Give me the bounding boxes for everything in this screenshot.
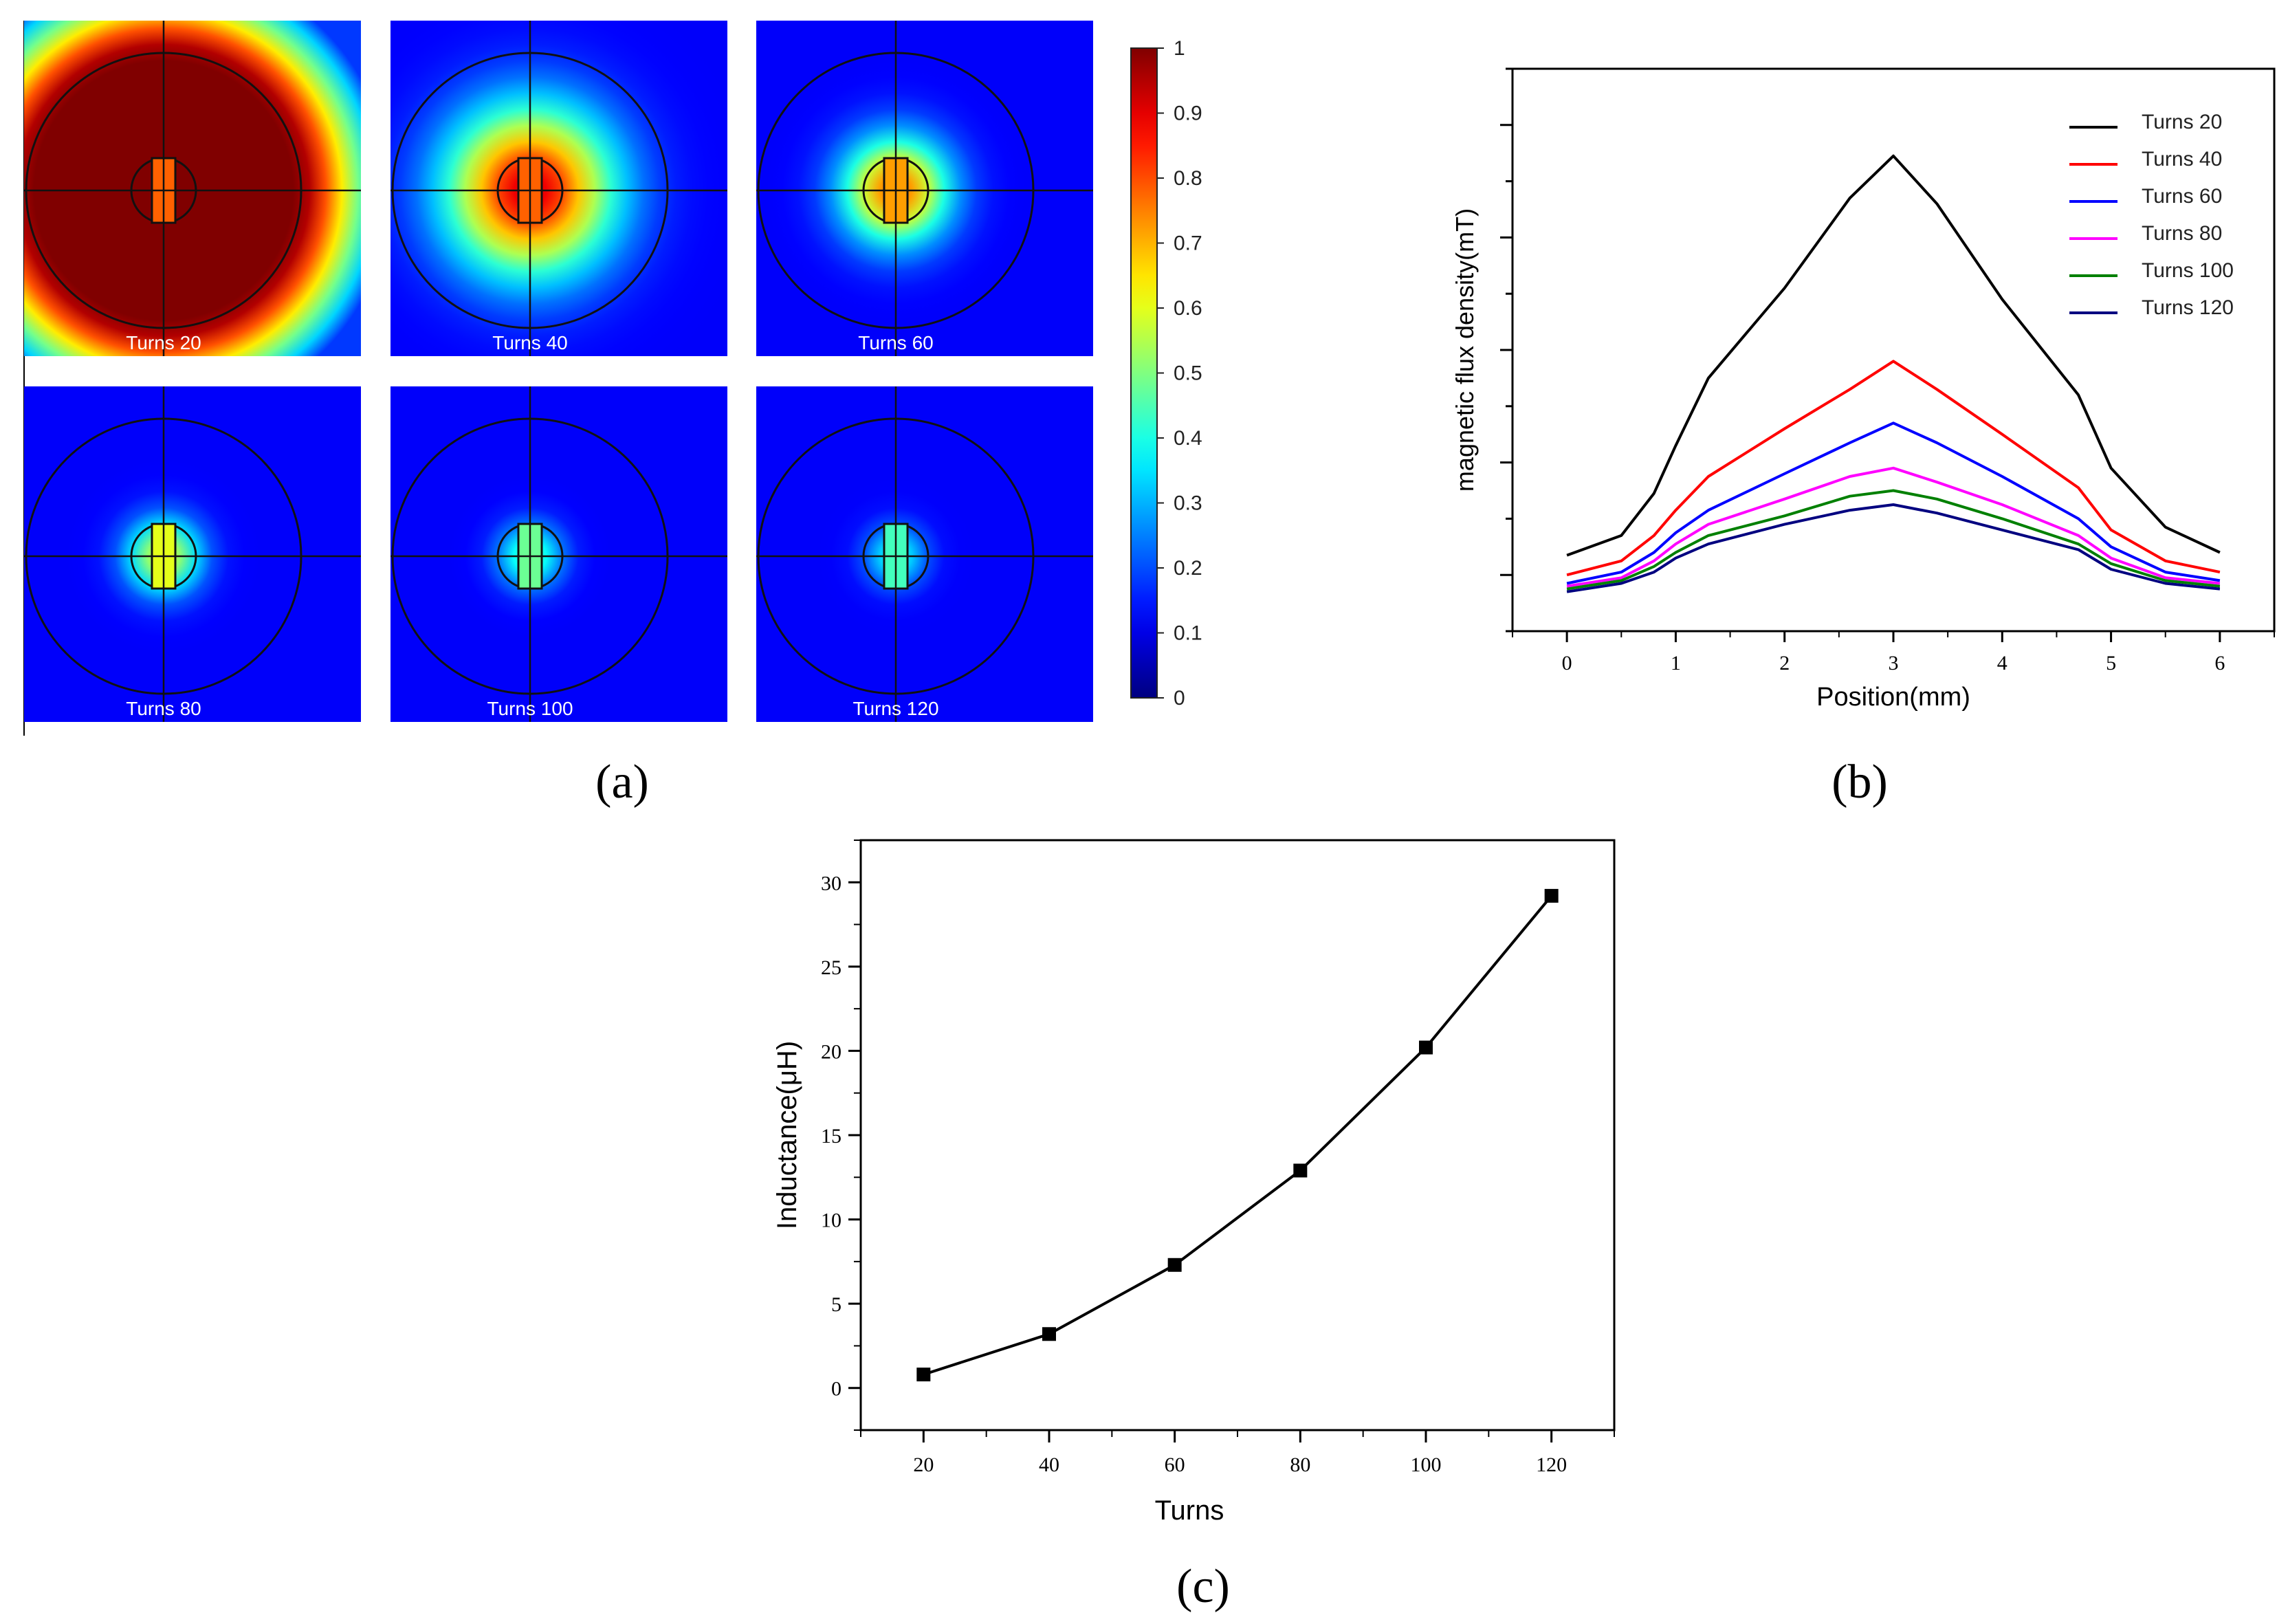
legend-label: Turns 120 [2142,296,2234,319]
tile-label: Turns 40 [492,332,567,353]
series-line [1566,489,2221,591]
colorbar-tick-label: 1 [1174,37,1185,60]
heatmap-field [24,21,361,356]
data-point [1419,1040,1433,1055]
x-tick-label: 60 [1165,1453,1185,1476]
x-tick-label: 100 [1411,1453,1442,1476]
x-tick-label: 0 [1562,652,1572,674]
y-tick-label: 5 [831,1293,842,1316]
heatmap-tile: Turns 100 [390,386,727,722]
tile-label: Turns 120 [852,698,938,719]
legend-label: Turns 40 [2142,148,2222,171]
colorbar-tick-label: 0.5 [1174,362,1202,385]
tile-label: Turns 80 [126,698,201,719]
colorbar-tick-label: 0.9 [1174,102,1202,125]
series-line [1566,466,2221,588]
x-tick-label: 40 [1039,1453,1059,1476]
y-axis-label: Inductance(μH) [772,1041,802,1229]
x-tick-label: 2 [1779,652,1790,674]
series-line [1566,421,2221,585]
caption-b: (b) [1832,756,1888,809]
x-tick-label: 6 [2214,652,2225,674]
legend-label: Turns 80 [2142,222,2222,245]
y-axis-label: magnetic flux density(mT) [1451,208,1479,492]
x-tick-label: 5 [2106,652,2116,674]
y-tick-label: 0 [831,1378,842,1401]
series-line [1566,154,2221,557]
y-tick-label: 30 [821,872,842,895]
caption-c: (c) [1176,1560,1230,1613]
caption-a: (a) [595,756,649,809]
heatmap-field [390,21,727,356]
series-line [1566,360,2221,577]
heatmap-tile: Turns 80 [24,386,361,722]
x-axis-label: Turns [1155,1495,1224,1526]
data-point [1167,1258,1182,1272]
colorbar-tick-label: 0 [1174,687,1185,710]
colorbar-tick-label: 0.3 [1174,492,1202,515]
panel-b-flux-chart: 0 1 2 3 4 5 6 Turns 20 Turns 40 Turns 60 Turns 80 T… [1451,67,2276,712]
x-tick-label: 4 [1997,652,2008,674]
colorbar-tick-label: 0.1 [1174,622,1202,645]
x-tick-label: 120 [1536,1453,1567,1476]
plot-frame [859,839,1616,1431]
heatmap-tile: Turns 120 [756,386,1093,722]
heatmap-field [756,21,1093,356]
y-tick-label: 10 [821,1209,842,1232]
tile-label: Turns 20 [126,332,201,353]
colorbar-tick-label: 0.2 [1174,557,1202,580]
panel-c-inductance-chart: 20 40 60 80 100 120 0 5 10 15 20 25 30 Turns Inductanc… [772,839,1616,1526]
series-line [1566,503,2221,593]
heatmap-tile: Turns 20 [24,21,361,356]
colorbar-tick-label: 0.6 [1174,297,1202,320]
colorbar-tick-label: 0.8 [1174,167,1202,190]
panel-a-heatmaps: Turns 20 Turns 40 Turns 60 Turns 80 Turns 10… [23,21,1093,736]
y-tick-label: 15 [821,1125,842,1148]
colorbar-scale [1130,47,1158,699]
y-tick-label: 20 [821,1040,842,1063]
data-point [1042,1327,1056,1341]
x-tick-label: 20 [913,1453,934,1476]
x-axis-label: Position(mm) [1816,683,1970,712]
tile-label: Turns 60 [858,332,933,353]
colorbar-tick-label: 0.7 [1174,232,1202,255]
legend-label: Turns 100 [2142,259,2234,282]
x-tick-label: 80 [1290,1453,1310,1476]
heatmap-field [756,386,1093,722]
heatmap-field [390,386,727,722]
y-tick-label: 25 [821,956,842,979]
x-tick-label: 3 [1889,652,1899,674]
tile-label: Turns 100 [487,698,573,719]
colorbar: 0 0.1 0.2 0.3 0.4 0.5 0.6 0.7 0.8 0.9 1 [1130,37,1202,710]
data-point [1293,1163,1308,1178]
legend-label: Turns 20 [2142,111,2222,133]
series-line [923,895,1553,1376]
heatmap-tile: Turns 40 [390,21,727,356]
data-point [1544,888,1559,903]
x-tick-label: 1 [1671,652,1681,674]
colorbar-tick-label: 0.4 [1174,427,1202,450]
legend-label: Turns 60 [2142,185,2222,208]
heatmap-tile: Turns 60 [756,21,1093,356]
data-point [916,1368,931,1382]
heatmap-field [24,386,361,722]
